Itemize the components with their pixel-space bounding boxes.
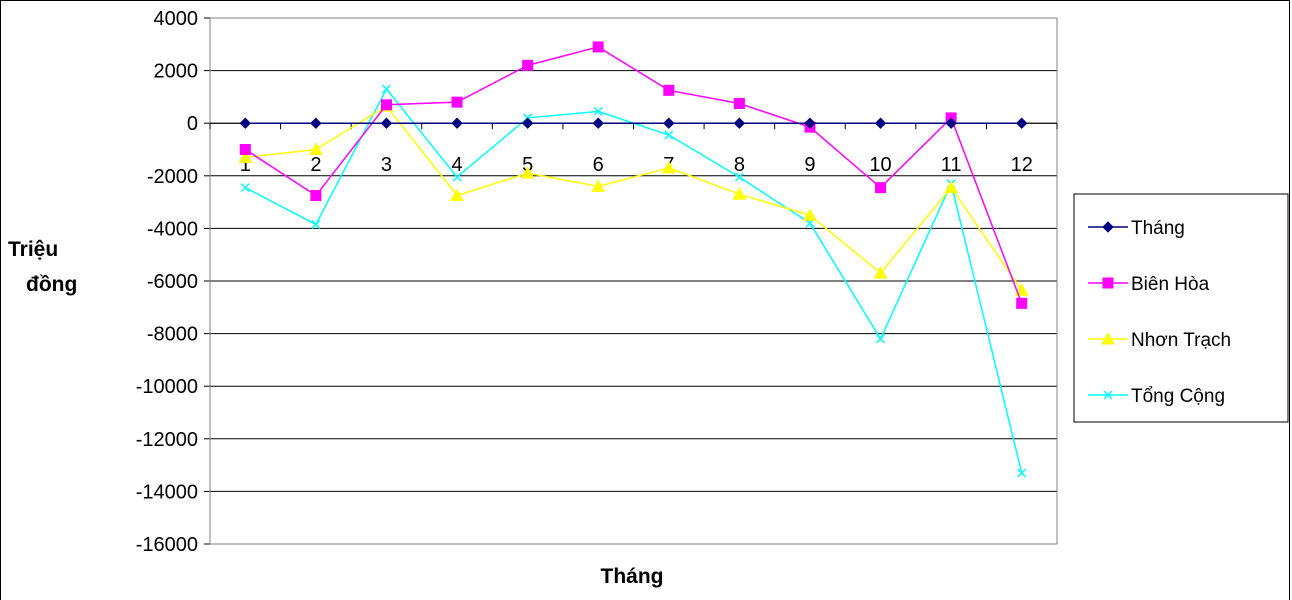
data-point — [1016, 297, 1028, 309]
data-point — [521, 117, 534, 129]
x-axis-title: Tháng — [601, 565, 664, 588]
data-point — [874, 117, 887, 129]
legend-item-nhon-trach: Nhơn Trạch — [1088, 330, 1231, 351]
y-tick-label: -8000 — [147, 324, 198, 346]
legend-item-thang: Tháng — [1088, 218, 1185, 239]
data-point — [733, 97, 745, 109]
data-point — [1016, 117, 1028, 129]
data-point — [734, 172, 744, 182]
y-tick-label: -10000 — [136, 376, 198, 398]
x-tick-label: 9 — [804, 154, 815, 176]
data-point — [451, 117, 463, 129]
data-point — [380, 117, 393, 129]
data-point — [661, 160, 676, 174]
data-point — [944, 180, 958, 194]
y-tick-label: -16000 — [136, 534, 198, 556]
x-tick-label: 5 — [522, 154, 533, 176]
data-point — [663, 117, 675, 129]
y-tick-label: 4000 — [154, 8, 199, 30]
y-tick-label: -4000 — [147, 218, 198, 240]
x-tick-label: 1 — [240, 154, 251, 176]
x-tick-labels: 123456789101112 — [240, 154, 1033, 176]
x-tick-label: 3 — [381, 154, 392, 176]
data-point — [380, 99, 392, 111]
data-point — [451, 96, 463, 108]
x-tick-label: 10 — [869, 154, 891, 176]
legend-label: Nhơn Trạch — [1131, 330, 1231, 351]
grid-lines — [210, 17, 1057, 545]
data-point — [591, 179, 606, 192]
data-point — [663, 84, 675, 96]
legend-marker — [1102, 277, 1114, 289]
data-point — [238, 150, 253, 163]
data-point — [311, 219, 321, 229]
y-tick-label: -2000 — [147, 166, 198, 188]
series-line-bien-hoa — [244, 46, 1023, 304]
legend-marker — [1101, 331, 1115, 345]
y-tick-label: -6000 — [147, 271, 198, 293]
series-line-nhon-trach — [245, 105, 1023, 291]
data-point — [450, 188, 464, 202]
legend-label: Tháng — [1131, 218, 1185, 239]
y-axis-title-line1: Triệu — [8, 238, 58, 261]
data-point — [803, 208, 817, 221]
x-tick-label: 11 — [941, 154, 962, 176]
data-point — [804, 117, 816, 129]
data-point — [732, 187, 747, 200]
data-point — [240, 183, 250, 193]
data-point — [945, 117, 957, 129]
data-point — [309, 142, 323, 155]
data-point — [239, 144, 251, 155]
data-point — [876, 334, 886, 344]
data-point — [1014, 283, 1029, 296]
y-tick-label: -12000 — [136, 429, 198, 451]
legend-marker — [1102, 221, 1114, 233]
legend-label: Biên Hòa — [1131, 274, 1210, 295]
y-tick-label: -14000 — [136, 481, 198, 503]
x-tick-label: 8 — [734, 154, 745, 176]
x-tick-label: 6 — [593, 154, 604, 176]
data-point — [733, 117, 746, 129]
data-point — [522, 59, 534, 71]
series-nhon-trach — [238, 99, 1029, 296]
data-point — [592, 117, 604, 129]
legend-box — [1073, 193, 1289, 423]
data-point — [310, 117, 322, 129]
data-point — [873, 266, 888, 279]
legend-item-tong-cong: Tổng Cộng — [1088, 386, 1225, 407]
series-bien-hoa — [239, 41, 1028, 309]
data-point — [592, 41, 604, 53]
legend-item-bien-hoa: Biên Hòa — [1088, 274, 1210, 295]
y-tick-label: 0 — [187, 113, 198, 135]
legend-marker — [1103, 390, 1113, 400]
y-tick-label: 2000 — [154, 61, 199, 83]
y-tick-labels: -16000 -14000 -12000 -10000 -8000 -6000 -4000 -… — [136, 8, 198, 556]
data-point — [1017, 468, 1027, 478]
data-point — [520, 166, 535, 179]
x-tick-label: 2 — [310, 154, 321, 176]
data-point — [239, 117, 251, 129]
legend-label: Tổng Cộng — [1131, 386, 1225, 407]
legend: Tháng Biên Hòa Nhơn Trạch Tổng Cộng — [1073, 193, 1289, 423]
data-point — [381, 84, 391, 94]
y-axis-title-line2: đồng — [26, 273, 77, 296]
x-tick-label: 12 — [1011, 154, 1033, 176]
series — [238, 41, 1029, 478]
data-point — [664, 130, 674, 140]
data-point — [875, 182, 887, 194]
data-point — [593, 106, 603, 116]
data-point — [452, 172, 462, 182]
x-tick-label: 4 — [451, 154, 462, 176]
data-point — [310, 190, 322, 202]
series-thang — [239, 117, 1028, 129]
